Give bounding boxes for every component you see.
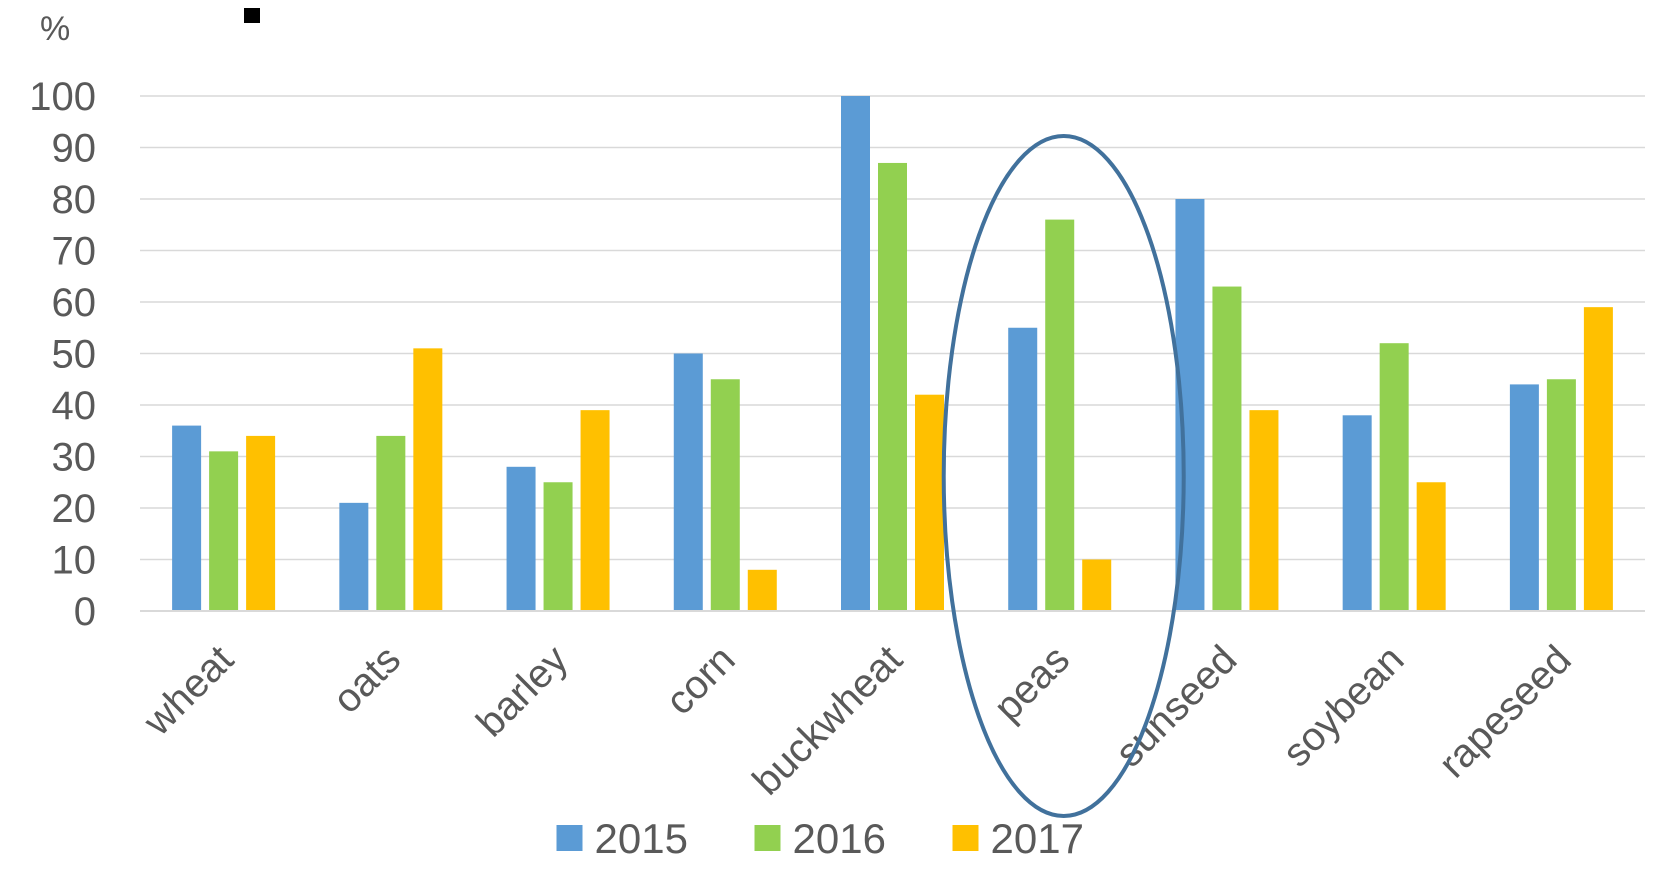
bars (172, 96, 1613, 611)
annotations (941, 134, 1186, 818)
legend-label: 2015 (595, 815, 688, 862)
y-tick-label: 20 (52, 487, 97, 531)
bar-2015-corn (673, 353, 703, 611)
legend-swatch-2016 (754, 825, 781, 851)
bar-2015-rapeseed (1509, 384, 1539, 611)
y-tick-label: 70 (52, 230, 97, 274)
bar-2015-barley (506, 466, 536, 611)
marker-square (244, 8, 260, 23)
bar-2015-wheat (172, 425, 202, 611)
bar-2016-soybean (1379, 343, 1409, 611)
bar-2015-peas (1008, 327, 1038, 611)
bar-2017-rapeseed (1583, 307, 1613, 611)
y-tick-label: 100 (29, 75, 96, 119)
y-tick-label: 40 (52, 384, 97, 428)
legend-label: 2016 (793, 815, 886, 862)
legend-swatch-2017 (952, 825, 979, 851)
y-tick-label: 90 (52, 127, 97, 171)
bar-2015-soybean (1342, 415, 1372, 611)
bar-2016-buckwheat (878, 162, 907, 611)
bar-2016-oats (376, 435, 406, 611)
bar-2016-barley (543, 482, 573, 611)
bar-2017-corn (747, 569, 777, 611)
bar-2016-wheat (209, 451, 239, 611)
legend-label: 2017 (991, 815, 1084, 862)
bar-2016-rapeseed (1546, 379, 1576, 611)
bar-2017-oats (413, 348, 443, 611)
y-tick-label: 0 (74, 590, 96, 634)
bar-2016-sunseed (1212, 286, 1242, 611)
highlight-ellipse (941, 134, 1186, 818)
bar-2017-barley (580, 410, 610, 611)
bar-2017-sunseed (1249, 410, 1279, 611)
bar-2016-corn (710, 379, 740, 611)
y-tick-label: 50 (52, 333, 97, 377)
y-tick-label: 10 (52, 539, 97, 583)
bar-2016-peas (1045, 219, 1075, 611)
y-axis-tick-labels: 0 10 20 30 40 50 60 70 80 90 100 (29, 75, 96, 634)
bar-2017-soybean (1416, 482, 1446, 611)
bar-2015-oats (339, 502, 369, 611)
y-tick-label: 30 (52, 436, 97, 480)
legend: 2015 2016 2017 (556, 815, 1084, 862)
y-tick-label: 80 (52, 178, 97, 222)
bar-2017-peas (1082, 559, 1112, 611)
bar-2017-wheat (246, 435, 276, 611)
legend-swatch-2015 (556, 825, 583, 851)
bar-2017-buckwheat (915, 394, 944, 611)
bar-2015-buckwheat (841, 96, 870, 611)
y-axis-unit-label: % (40, 10, 70, 48)
y-tick-label: 60 (52, 281, 97, 325)
